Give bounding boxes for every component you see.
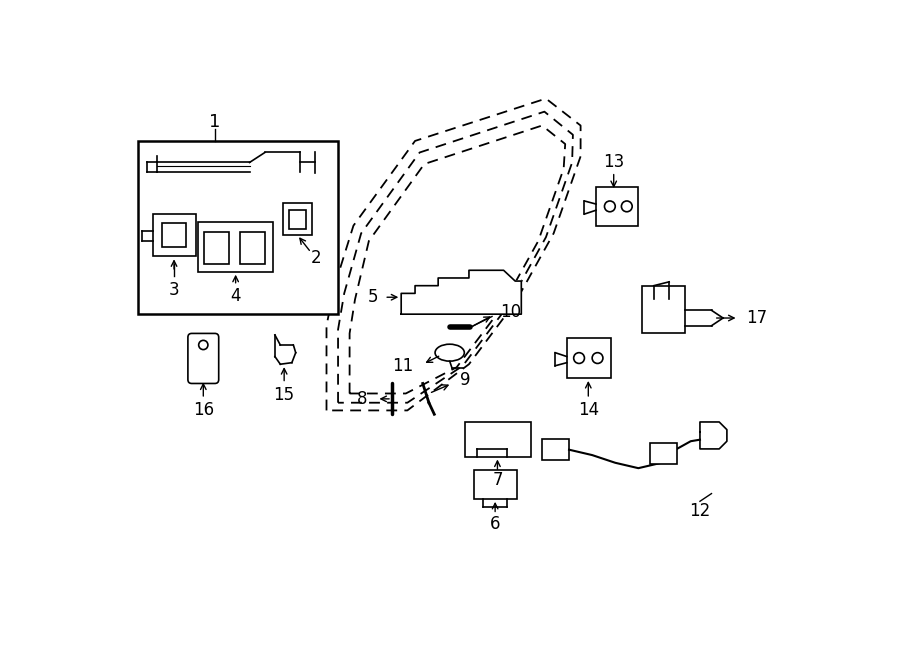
Text: 11: 11 xyxy=(392,357,413,375)
Text: 5: 5 xyxy=(367,288,378,306)
Bar xyxy=(542,439,569,461)
Text: 14: 14 xyxy=(578,401,599,420)
Circle shape xyxy=(605,201,616,212)
FancyBboxPatch shape xyxy=(188,333,219,383)
Text: 10: 10 xyxy=(500,303,521,321)
Circle shape xyxy=(592,353,603,364)
Text: 2: 2 xyxy=(311,249,322,267)
Bar xyxy=(596,187,638,225)
Bar xyxy=(289,210,306,229)
Text: 6: 6 xyxy=(490,516,500,533)
Ellipse shape xyxy=(435,344,464,361)
Bar xyxy=(153,214,195,256)
Text: 13: 13 xyxy=(603,153,625,171)
Bar xyxy=(163,223,186,247)
Bar xyxy=(198,222,274,272)
Bar xyxy=(465,422,531,457)
Circle shape xyxy=(621,201,632,212)
Text: 4: 4 xyxy=(230,288,241,305)
Text: 7: 7 xyxy=(492,471,503,488)
Bar xyxy=(283,202,312,235)
Text: 15: 15 xyxy=(274,386,294,404)
Polygon shape xyxy=(700,422,727,449)
Bar xyxy=(650,443,677,464)
Text: 8: 8 xyxy=(356,390,367,408)
Text: 1: 1 xyxy=(209,112,220,131)
Bar xyxy=(204,232,229,264)
Text: 3: 3 xyxy=(168,280,179,299)
Bar xyxy=(474,470,517,499)
Text: 9: 9 xyxy=(460,371,470,389)
Bar xyxy=(567,338,611,378)
Text: 17: 17 xyxy=(746,309,768,327)
Circle shape xyxy=(573,353,584,364)
Bar xyxy=(240,232,265,264)
Polygon shape xyxy=(401,270,521,314)
Bar xyxy=(643,286,685,333)
Circle shape xyxy=(199,340,208,350)
Bar xyxy=(138,141,338,314)
Text: 16: 16 xyxy=(193,401,214,420)
Text: 12: 12 xyxy=(689,502,711,520)
